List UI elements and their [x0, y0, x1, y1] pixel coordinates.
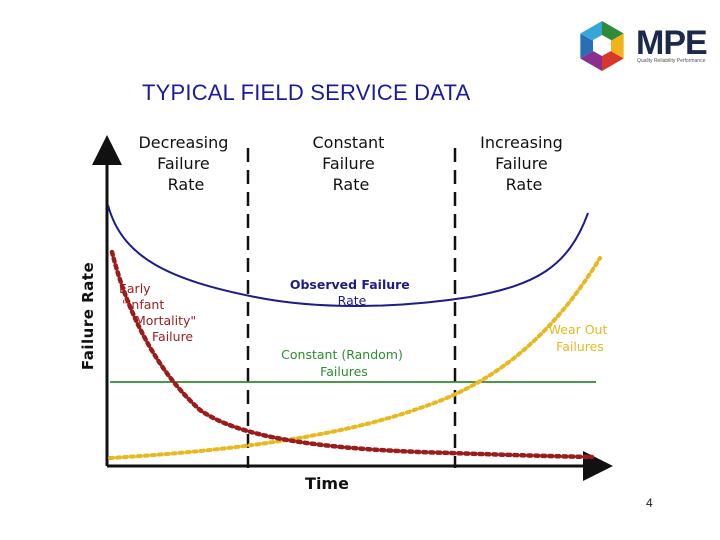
logo-wordmark: MPE: [636, 24, 708, 62]
logo-hex-segment: [602, 33, 624, 59]
infant-mortality-label-line: Early: [119, 281, 151, 296]
wear-out-failures-curve: [108, 256, 602, 460]
infant-mortality-label-line: Failure: [152, 329, 193, 344]
infant-mortality-label: Early "Infant Mortality" Failure: [119, 281, 200, 344]
observed-label-line: Observed Failure: [290, 277, 410, 292]
page-number: 4: [646, 496, 653, 510]
logo-hex-segment: [580, 33, 602, 59]
observed-failure-rate-curve: [107, 204, 589, 308]
region-header-line: Rate: [506, 175, 543, 194]
region-header-line: Failure: [157, 154, 210, 173]
wear-out-label-line: Wear Out: [549, 322, 608, 337]
wear-out-failures-label: Wear Out Failures: [549, 322, 612, 354]
region-header-line: Failure: [322, 154, 375, 173]
logo-tagline: Quality Reliability Performance: [637, 58, 706, 64]
region-header-line: Increasing: [480, 133, 563, 152]
region-header-line: Decreasing: [138, 133, 228, 152]
slide-title: TYPICAL FIELD SERVICE DATA: [142, 80, 471, 105]
constant-failures-label: Constant (Random) Failures: [281, 347, 407, 379]
infant-mortality-label-line: Mortality": [135, 313, 196, 328]
constant-label-line: Failures: [320, 364, 368, 379]
wear-out-label-line: Failures: [556, 339, 604, 354]
infant-mortality-curve: [109, 249, 595, 460]
region-header-line: Constant: [312, 133, 384, 152]
region-header-line: Rate: [333, 175, 370, 194]
region-header-line: Rate: [168, 175, 205, 194]
region-increasing-header: Increasing Failure Rate: [480, 133, 568, 194]
logo-hexagon-icon: [580, 21, 624, 71]
region-decreasing-header: Decreasing Failure Rate: [138, 133, 233, 194]
constant-label-line: Constant (Random): [281, 347, 403, 362]
observed-failure-rate-label: Observed Failure Rate: [290, 277, 414, 308]
infant-mortality-label-line: "Infant: [122, 297, 164, 312]
observed-label-line: Rate: [338, 293, 367, 308]
x-axis-label: Time: [305, 474, 349, 493]
region-constant-header: Constant Failure Rate: [312, 133, 389, 194]
company-logo: MPE Quality Reliability Performance: [572, 20, 712, 74]
y-axis-label: Failure Rate: [79, 262, 97, 370]
region-header-line: Failure: [495, 154, 548, 173]
